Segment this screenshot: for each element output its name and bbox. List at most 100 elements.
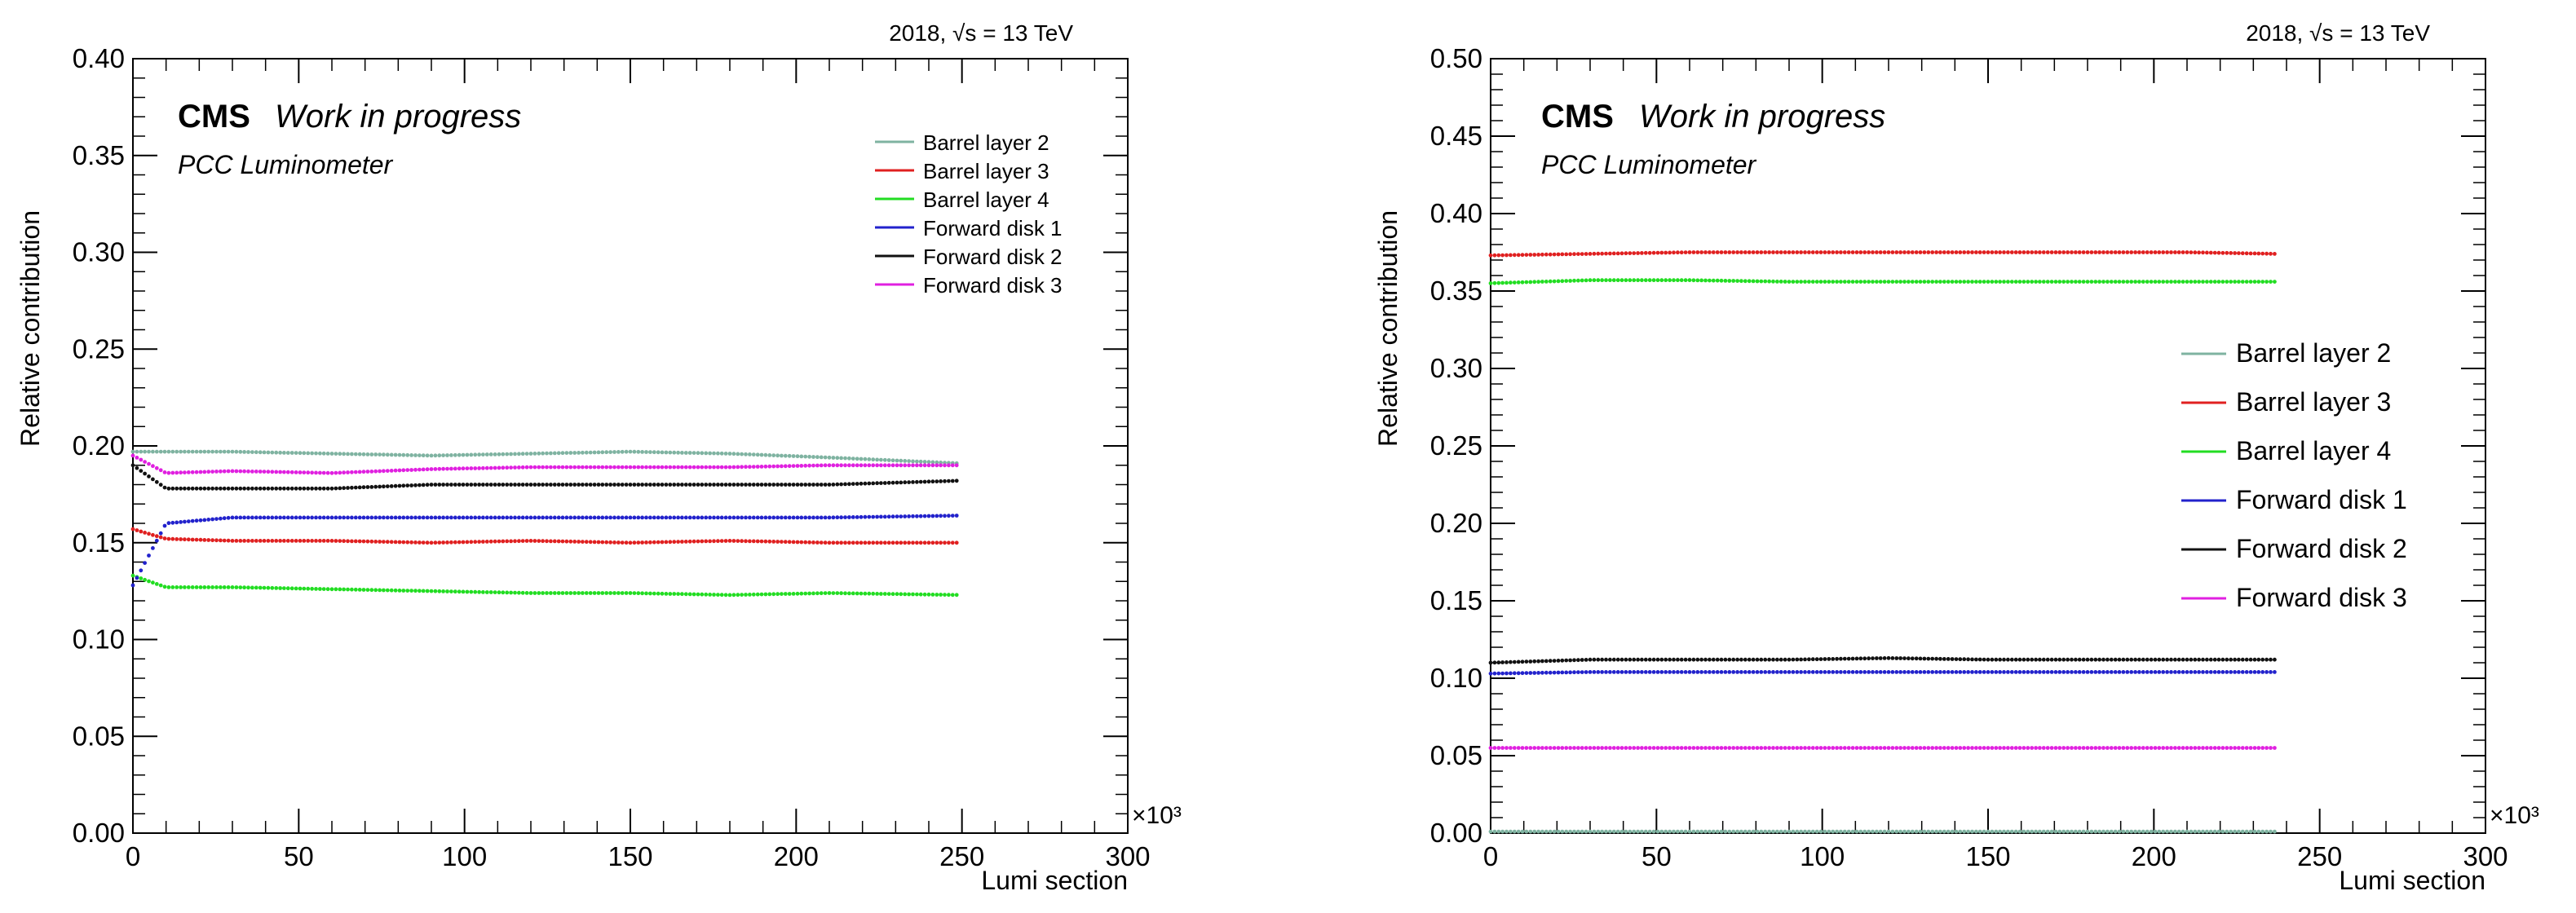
data-point bbox=[314, 587, 318, 591]
data-point bbox=[222, 449, 227, 454]
data-point bbox=[2066, 746, 2070, 750]
data-point bbox=[369, 485, 374, 489]
data-point bbox=[2013, 829, 2018, 834]
data-point bbox=[930, 460, 935, 465]
data-point bbox=[1767, 829, 1772, 834]
data-point bbox=[329, 587, 334, 592]
data-point bbox=[1560, 252, 1565, 257]
data-point bbox=[219, 585, 223, 589]
data-point bbox=[795, 540, 800, 545]
data-point bbox=[151, 477, 155, 482]
data-point bbox=[930, 463, 935, 468]
data-point bbox=[2220, 250, 2225, 255]
data-point bbox=[803, 483, 808, 487]
data-point bbox=[1839, 250, 1843, 254]
data-point bbox=[716, 451, 720, 456]
data-point bbox=[716, 593, 720, 597]
data-point bbox=[2149, 657, 2154, 662]
data-point bbox=[238, 486, 243, 491]
data-point bbox=[2220, 670, 2225, 674]
data-point bbox=[672, 450, 677, 455]
data-point bbox=[162, 470, 167, 474]
data-point bbox=[2229, 657, 2234, 662]
legend-label: Barrel layer 2 bbox=[923, 130, 1049, 155]
data-point bbox=[1795, 670, 1800, 674]
data-point bbox=[147, 531, 151, 536]
data-point bbox=[2233, 280, 2238, 284]
data-point bbox=[1835, 670, 1840, 674]
data-point bbox=[401, 468, 406, 473]
data-point bbox=[1907, 746, 1911, 750]
data-point bbox=[154, 479, 159, 484]
data-point bbox=[1914, 280, 1919, 284]
data-point bbox=[289, 486, 294, 491]
data-point bbox=[310, 470, 314, 475]
data-point bbox=[517, 539, 521, 544]
data-point bbox=[1556, 746, 1561, 750]
data-point bbox=[935, 460, 939, 465]
data-point bbox=[2145, 657, 2150, 662]
data-point bbox=[1846, 829, 1851, 834]
data-point bbox=[2273, 746, 2277, 750]
data-point bbox=[1536, 253, 1540, 257]
chart-right: 2018, √s = 13 TeV 0.000.050.100.150.200.… bbox=[1373, 20, 2539, 895]
data-point bbox=[429, 453, 434, 458]
data-point bbox=[1810, 829, 1815, 834]
data-point bbox=[780, 464, 784, 469]
data-point bbox=[2045, 657, 2050, 662]
data-point bbox=[1771, 279, 1775, 284]
data-point bbox=[166, 486, 171, 491]
data-point bbox=[183, 470, 187, 474]
data-point bbox=[1814, 746, 1819, 750]
data-point bbox=[2034, 829, 2039, 834]
data-point bbox=[1810, 657, 1815, 662]
data-point bbox=[879, 463, 883, 468]
data-point bbox=[2220, 280, 2225, 284]
data-point bbox=[2269, 280, 2273, 284]
data-point bbox=[943, 514, 947, 518]
data-point bbox=[437, 466, 442, 471]
data-point bbox=[1600, 657, 1604, 662]
data-point bbox=[736, 515, 740, 520]
data-point bbox=[2121, 657, 2126, 662]
data-point bbox=[863, 456, 868, 461]
data-point bbox=[274, 450, 279, 455]
data-point bbox=[2081, 670, 2086, 674]
data-point bbox=[700, 451, 705, 456]
data-point bbox=[549, 539, 553, 544]
data-point bbox=[545, 539, 549, 544]
data-point bbox=[2244, 657, 2249, 662]
data-point bbox=[1711, 250, 1716, 254]
data-point bbox=[1743, 670, 1748, 674]
data-point bbox=[1699, 250, 1704, 254]
data-point bbox=[2149, 829, 2154, 834]
data-point bbox=[321, 539, 326, 543]
data-point bbox=[373, 540, 378, 544]
data-point bbox=[285, 539, 290, 543]
data-point bbox=[2225, 280, 2229, 284]
data-point bbox=[560, 465, 565, 470]
data-point bbox=[704, 451, 709, 456]
data-point bbox=[541, 539, 545, 544]
data-point bbox=[175, 449, 179, 454]
data-point bbox=[222, 469, 227, 474]
data-point bbox=[1986, 657, 1991, 662]
data-point bbox=[767, 483, 772, 487]
data-point bbox=[1850, 656, 1855, 661]
data-point bbox=[517, 452, 521, 456]
data-point bbox=[1640, 746, 1644, 750]
data-point bbox=[683, 451, 688, 455]
data-point bbox=[1524, 746, 1529, 750]
data-point bbox=[1520, 280, 1525, 284]
data-point bbox=[457, 452, 462, 457]
data-point bbox=[1731, 279, 1736, 283]
data-point bbox=[947, 593, 951, 598]
data-point bbox=[875, 592, 879, 596]
data-point bbox=[2105, 280, 2110, 284]
data-point bbox=[158, 535, 163, 540]
data-point bbox=[1858, 280, 1863, 284]
data-point bbox=[577, 515, 581, 520]
data-point bbox=[1528, 280, 1533, 284]
data-point bbox=[1986, 746, 1991, 750]
data-point bbox=[2105, 670, 2110, 674]
